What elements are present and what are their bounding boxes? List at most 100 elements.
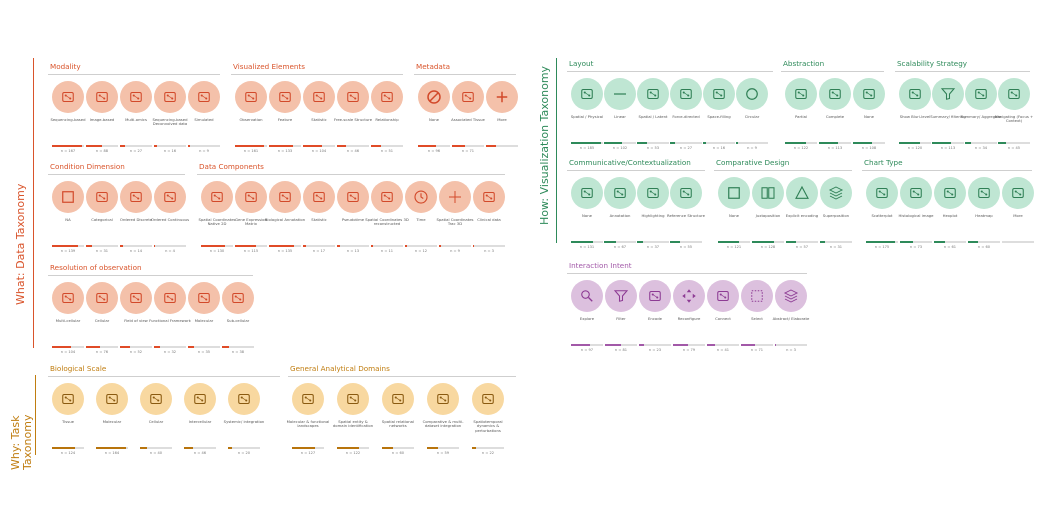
item-count: n = 115 [243, 249, 259, 253]
more-icon [1002, 177, 1034, 209]
item-count: n = 27 [129, 149, 143, 153]
force-directed-icon [670, 78, 702, 110]
count-bar-fill [718, 241, 739, 243]
count-bar-fill [775, 344, 776, 346]
count-bar [337, 145, 369, 147]
count-bar [637, 142, 669, 144]
item-count: n = 16 [712, 146, 726, 150]
count-bar-fill [785, 142, 807, 144]
count-bar-fill [670, 142, 675, 144]
count-bar-fill [932, 142, 952, 144]
item-count: n = 175 [874, 245, 890, 249]
section-rule [197, 174, 505, 175]
item-label: Heatmap [975, 214, 993, 218]
why-axis-rule [35, 375, 36, 455]
filter-icon [605, 280, 637, 312]
square-icon [52, 181, 84, 213]
section-biological-scale: Biological Scale Tissue n = 124 Molecular n … [48, 364, 280, 455]
item-label: Molecular & functional landscapes [286, 420, 330, 429]
count-bar [269, 245, 301, 247]
item-count: n = 161 [243, 149, 259, 153]
count-bar [604, 241, 636, 243]
continuous-arrow-icon [154, 181, 186, 213]
item-count: n = 57 [795, 245, 809, 249]
count-bar-fill [292, 447, 316, 449]
item-label: Ordered Discrete [119, 218, 153, 222]
reference-grid-icon [670, 177, 702, 209]
item-label: Cellular [94, 319, 110, 323]
item-count: n = 88 [95, 149, 109, 153]
item-count: n = 9 [747, 146, 757, 150]
systemic-icon [228, 383, 260, 415]
item-label: Linear [614, 115, 626, 119]
item-count: n = 76 [95, 350, 109, 354]
count-bar [820, 241, 852, 243]
count-bar-fill [337, 145, 346, 147]
count-bar [736, 142, 768, 144]
item-label: Abstract/ Elaborate [772, 317, 810, 321]
count-bar-fill [120, 145, 126, 147]
item-label: Encode [648, 317, 662, 321]
count-bar-fill [571, 142, 602, 144]
count-bar [52, 145, 84, 147]
item-count: n = 20 [237, 451, 251, 455]
count-bar-fill [820, 241, 826, 243]
section-title: Comparative Design [716, 158, 790, 167]
item-label: Statistic [311, 218, 327, 222]
count-bar [303, 145, 335, 147]
item-count: n = 60 [391, 451, 405, 455]
raw-image-icon [853, 78, 885, 110]
item-count: n = 14 [129, 249, 143, 253]
count-bar [866, 241, 898, 243]
item-label: Observation [239, 118, 263, 122]
count-bar-fill [86, 346, 101, 348]
item-label: Partial [795, 115, 807, 119]
count-bar [96, 447, 128, 449]
spatial-grid-icon [201, 181, 233, 213]
section-title: Abstraction [783, 59, 825, 68]
count-bar-fill [371, 245, 374, 247]
cell-icon [86, 282, 118, 314]
item-count: n = 113 [940, 146, 956, 150]
count-bar-fill [382, 447, 394, 449]
item-label: Juxtaposition [755, 214, 781, 218]
how-axis-rule [556, 58, 557, 243]
item-label: Spatial Coordinates 3D reconstructed [365, 218, 409, 227]
count-bar [775, 344, 807, 346]
item-label: Spatial Coordinates Native 2D [198, 218, 236, 227]
count-bar [52, 245, 84, 247]
count-bar-fill [670, 241, 680, 243]
count-bar [571, 241, 603, 243]
latent-icon [637, 78, 669, 110]
count-bar [571, 142, 603, 144]
count-bar-fill [853, 142, 872, 144]
section-rule [567, 170, 705, 171]
count-bar-fill [486, 145, 496, 147]
item-label: Molecular [194, 319, 214, 323]
count-bar [405, 245, 437, 247]
count-bar-fill [571, 344, 591, 346]
item-count: n = 55 [679, 245, 693, 249]
item-label: Biological Annotation [264, 218, 306, 222]
select-icon [741, 280, 773, 312]
section-comparative-design: Comparative Design None n = 121 Juxtapositi… [714, 158, 852, 249]
count-bar-fill [222, 346, 230, 348]
item-label: Navigating (Focus + Context) [994, 115, 1034, 124]
what-axis-label: What: Data Taxonomy [14, 183, 27, 305]
item-label: Connect [715, 317, 731, 321]
item-count: n = 185 [579, 146, 595, 150]
section-scalability-strategy: Scalability Strategy Show Bluri-level n = … [895, 59, 1033, 150]
count-bar [184, 447, 216, 449]
count-bar-fill [120, 245, 123, 247]
item-count: n = 60 [977, 245, 991, 249]
count-bar [235, 245, 267, 247]
item-label: Annotation [609, 214, 631, 218]
count-bar [718, 241, 750, 243]
section-visualized-elements: Visualized Elements Observation n = 161 Fea… [231, 62, 403, 153]
item-label: Superposition [822, 214, 850, 218]
domain-id-icon [337, 383, 369, 415]
item-count: n = 59 [436, 451, 450, 455]
count-bar-fill [452, 145, 466, 147]
item-count: n = 46 [193, 451, 207, 455]
count-bar [154, 245, 186, 247]
